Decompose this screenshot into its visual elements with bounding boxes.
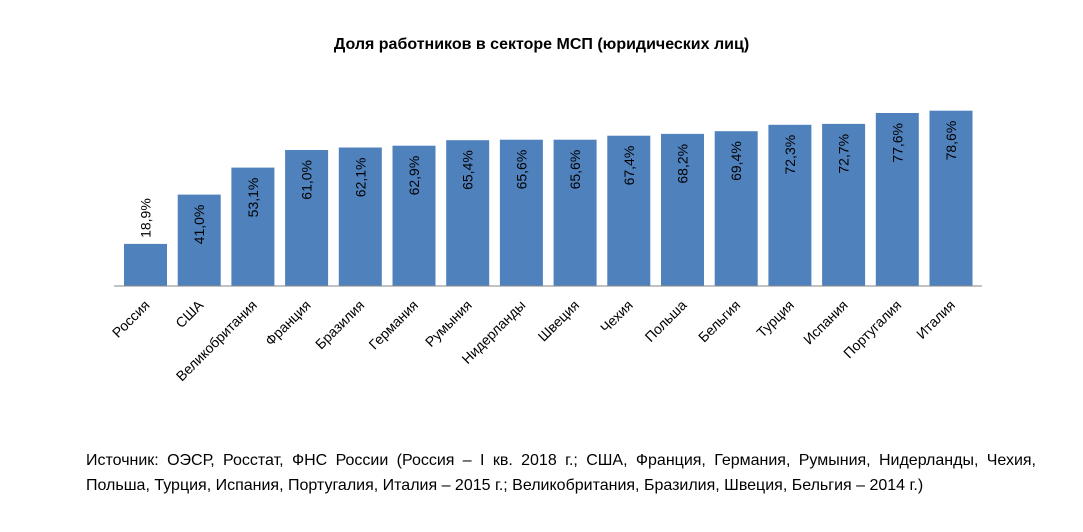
source-note: Источник: ОЭСР, Росстат, ФНС России (Рос… xyxy=(86,452,1036,494)
bar-12 xyxy=(714,131,758,286)
category-label: Россия xyxy=(109,297,153,341)
category-label: Польша xyxy=(642,297,690,345)
bar-6 xyxy=(392,145,436,286)
category-label: Бельгия xyxy=(695,297,743,345)
bar-value-label: 69,4% xyxy=(728,141,744,181)
bars-layer xyxy=(124,110,973,287)
bar-11 xyxy=(661,133,704,286)
bar-4 xyxy=(285,150,329,286)
category-label: Швеция xyxy=(535,297,583,345)
bar-10 xyxy=(607,135,651,286)
bar-value-label: 53,1% xyxy=(245,178,261,218)
bar-8 xyxy=(499,139,543,286)
bar-value-label: 41,0% xyxy=(191,205,207,245)
bar-value-label: 18,9% xyxy=(138,198,154,238)
category-label: Испания xyxy=(800,297,851,348)
bar-5 xyxy=(338,147,382,286)
bar-value-label: 61,0% xyxy=(299,160,315,200)
bar-value-label: 65,6% xyxy=(567,150,583,190)
bar-value-label: 62,1% xyxy=(352,158,368,198)
bar-value-label: 78,6% xyxy=(943,121,959,161)
category-label: Португалия xyxy=(840,297,904,361)
bar-7 xyxy=(446,140,490,286)
bar-16 xyxy=(929,110,973,286)
bar-value-label: 72,7% xyxy=(836,134,852,174)
bar-1 xyxy=(124,243,167,286)
category-label: Чехия xyxy=(597,297,636,336)
bar-value-label: 65,4% xyxy=(460,150,476,190)
chart-title: Доля работников в секторе МСП (юридическ… xyxy=(333,36,750,53)
bar-value-label: 62,9% xyxy=(406,156,422,196)
bar-value-label: 67,4% xyxy=(621,146,637,186)
bar-9 xyxy=(553,139,597,286)
category-label: Германия xyxy=(365,297,421,353)
labels-layer: 18,9% 41,0% 53,1% 61,0% 62,1% 62,9% 65,4% 65,6%… xyxy=(138,121,960,245)
bar-chart: 18,9% 41,0% 53,1% 61,0% 62,1% 62,9% 65,4% 65,6%… xyxy=(109,110,982,384)
category-label: США xyxy=(172,296,207,331)
bar-15 xyxy=(875,113,919,286)
bar-3 xyxy=(231,167,275,286)
category-label: Франция xyxy=(262,297,314,349)
bar-value-label: 68,2% xyxy=(675,144,691,184)
category-label: Турция xyxy=(753,297,797,341)
bar-value-label: 65,6% xyxy=(513,150,529,190)
bar-value-label: 77,6% xyxy=(889,123,905,163)
category-label: Италия xyxy=(913,297,958,342)
bar-value-label: 72,3% xyxy=(782,135,798,175)
bar-2 xyxy=(177,194,221,286)
category-label: Румыния xyxy=(422,297,475,350)
bar-13 xyxy=(768,124,812,286)
category-label: Бразилия xyxy=(312,297,367,352)
bar-14 xyxy=(822,123,866,287)
